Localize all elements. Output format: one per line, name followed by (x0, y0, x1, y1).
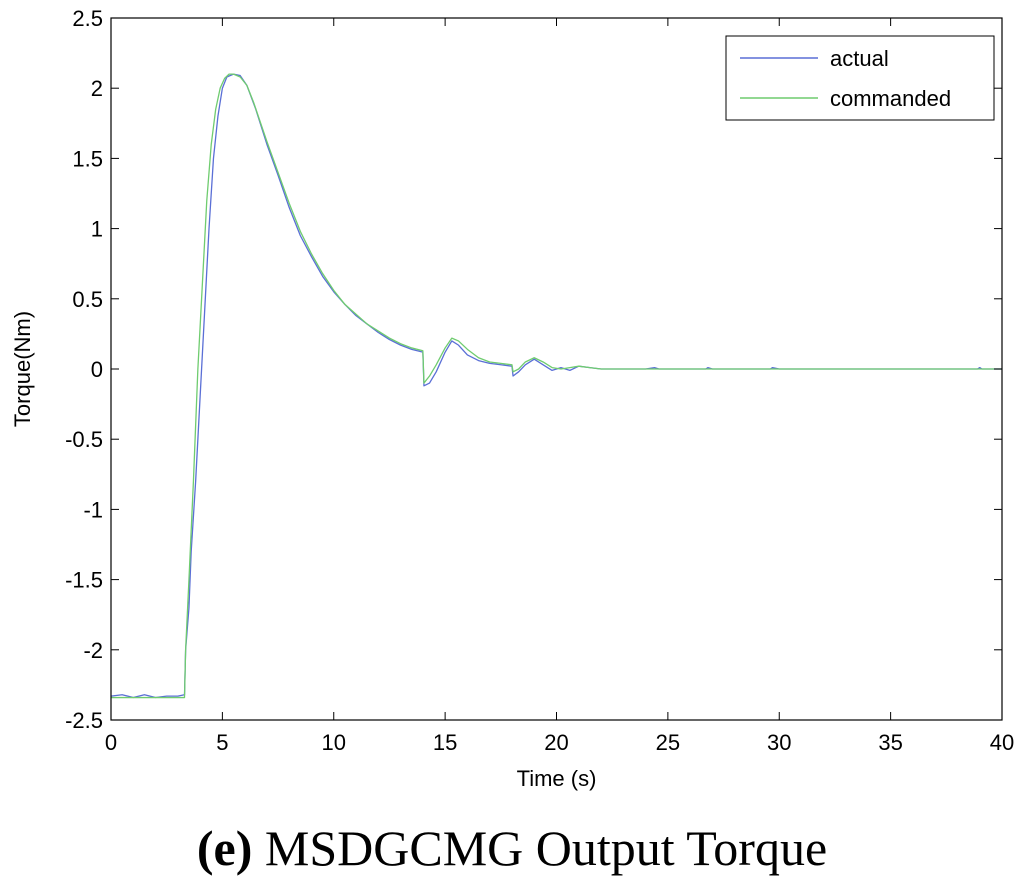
y-tick-label: -2 (83, 638, 103, 663)
x-tick-label: 40 (990, 730, 1014, 755)
legend: actual commanded (725, 35, 995, 121)
y-tick-label: -1 (83, 497, 103, 522)
legend-label-actual: actual (830, 46, 889, 71)
x-tick-label: 0 (105, 730, 117, 755)
x-tick-label: 10 (322, 730, 346, 755)
y-tick-label: 0.5 (72, 287, 103, 312)
axes-layer: 0 5 10 15 20 25 30 35 40 2.5 2 1.5 1 0.5 0 -0.5 -1 -1.5 -2… (65, 6, 1014, 755)
y-tick-label: 1 (91, 217, 103, 242)
y-tick-label: -0.5 (65, 427, 103, 452)
y-axis-title: Torque(Nm) (10, 311, 35, 427)
y-tick-label: -1.5 (65, 568, 103, 593)
x-tick-label: 5 (216, 730, 228, 755)
legend-box (725, 35, 995, 121)
series-layer (110, 73, 1002, 699)
series-line-commanded (111, 73, 1002, 699)
x-tick-label: 15 (433, 730, 457, 755)
y-tick-label: 0 (91, 357, 103, 382)
legend-label-commanded: commanded (830, 86, 951, 111)
x-tick-label: 25 (656, 730, 680, 755)
y-tick-label: 2 (91, 76, 103, 101)
figure-caption: (e) MSDGCMG Output Torque (0, 818, 1024, 878)
y-tick-label: 2.5 (72, 6, 103, 31)
x-tick-label: 35 (878, 730, 902, 755)
y-tick-label: 1.5 (72, 146, 103, 171)
x-axis-title: Time (s) (517, 766, 597, 791)
x-tick-label: 20 (544, 730, 568, 755)
caption-label: (e) (196, 820, 253, 876)
x-tick-label: 30 (767, 730, 791, 755)
caption-text: MSDGCMG Output Torque (264, 820, 828, 876)
y-tick-label: -2.5 (65, 708, 103, 733)
